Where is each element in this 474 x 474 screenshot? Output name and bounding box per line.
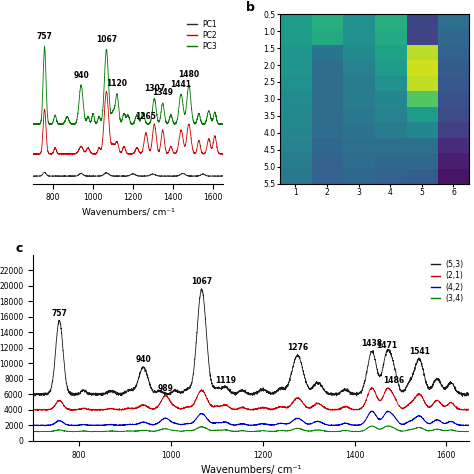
Text: 1441: 1441 — [171, 80, 191, 89]
Text: 757: 757 — [51, 309, 67, 318]
Text: 1438: 1438 — [361, 339, 383, 348]
Text: 1480: 1480 — [178, 71, 200, 80]
Legend: (5,3), (2,1), (4,2), (3,4): (5,3), (2,1), (4,2), (3,4) — [429, 258, 465, 304]
Text: 1119: 1119 — [215, 376, 236, 385]
Text: 1486: 1486 — [383, 376, 404, 385]
Text: 1541: 1541 — [409, 347, 429, 356]
Text: 1120: 1120 — [107, 79, 128, 88]
X-axis label: Wavenumbers/ cm⁻¹: Wavenumbers/ cm⁻¹ — [201, 465, 301, 474]
Text: 1067: 1067 — [96, 35, 117, 44]
Text: 1265: 1265 — [136, 112, 156, 121]
Text: c: c — [16, 242, 23, 255]
Text: 1471: 1471 — [376, 341, 398, 350]
Text: 757: 757 — [36, 32, 53, 41]
Text: 1307: 1307 — [144, 84, 165, 93]
Legend: PC1, PC2, PC3: PC1, PC2, PC3 — [186, 18, 219, 53]
Text: 940: 940 — [136, 355, 151, 364]
Text: 1349: 1349 — [152, 88, 173, 97]
Text: b: b — [246, 1, 255, 14]
Text: 989: 989 — [158, 383, 174, 392]
Text: 1276: 1276 — [287, 343, 308, 352]
Text: 940: 940 — [73, 71, 89, 80]
Text: 1067: 1067 — [191, 277, 212, 285]
X-axis label: Wavenumbers/ cm⁻¹: Wavenumbers/ cm⁻¹ — [82, 208, 174, 217]
